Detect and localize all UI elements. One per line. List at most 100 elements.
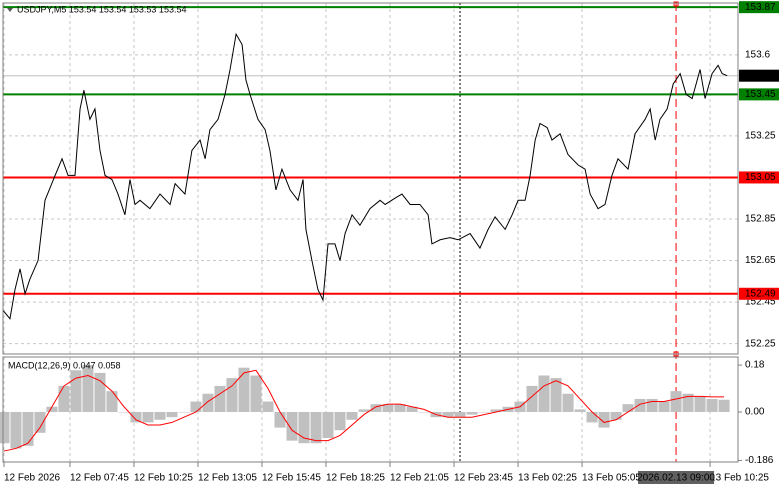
histogram-bar bbox=[130, 411, 142, 423]
histogram-bar bbox=[58, 385, 70, 412]
histogram-bar bbox=[22, 411, 34, 446]
histogram-bar bbox=[490, 409, 502, 412]
level-label: 153.05 bbox=[745, 172, 776, 183]
y-tick-label: 0.18 bbox=[745, 360, 765, 371]
histogram-bar bbox=[334, 411, 346, 431]
overlay-layer: 153.54 153.87 153.45 153.05 152.49 2026.02.13… bbox=[637, 1, 779, 484]
x-tick-label: 12 Feb 21:05 bbox=[390, 473, 449, 484]
histogram-bar bbox=[190, 401, 202, 412]
y-tick-label: 152.65 bbox=[745, 255, 776, 266]
histogram-bar bbox=[70, 370, 82, 412]
histogram-bar bbox=[670, 391, 682, 412]
histogram-bar bbox=[298, 411, 310, 444]
histogram-bar bbox=[142, 411, 154, 423]
histogram-bar bbox=[10, 411, 22, 449]
histogram-bar bbox=[250, 375, 262, 412]
histogram-bar bbox=[154, 411, 166, 420]
histogram-bar bbox=[598, 411, 610, 428]
x-tick-label: 12 Feb 10:25 bbox=[134, 473, 193, 484]
histogram-bar bbox=[382, 404, 394, 412]
histogram-bar bbox=[46, 406, 58, 412]
histogram-bar bbox=[82, 365, 94, 412]
symbol-title: USDJPY,M5 153.54 153.54 153.53 153.54 bbox=[17, 4, 186, 14]
histogram-bar bbox=[346, 411, 358, 420]
signal-line bbox=[3, 369, 725, 452]
y-tick-label: -0.186 bbox=[745, 455, 774, 466]
histogram-bar bbox=[0, 411, 10, 444]
histogram-bar bbox=[418, 411, 430, 413]
histogram-bar bbox=[586, 411, 598, 423]
histogram-bar bbox=[34, 411, 46, 433]
histogram-bar bbox=[538, 375, 550, 412]
histogram-bar bbox=[550, 378, 562, 412]
histogram-bar bbox=[358, 409, 370, 412]
marker-handle bbox=[673, 1, 679, 7]
y-tick-label: 0.00 bbox=[745, 407, 765, 418]
collapse-icon[interactable] bbox=[7, 8, 13, 12]
histogram-bar bbox=[94, 372, 106, 412]
histogram-bar bbox=[634, 398, 646, 412]
y-tick-label: 152.85 bbox=[745, 214, 776, 225]
histogram-bar bbox=[274, 411, 286, 428]
histogram-bar bbox=[262, 401, 274, 412]
x-tick-label: 13 Feb 02:25 bbox=[518, 473, 577, 484]
x-tick-label: 13 Feb 10:25 bbox=[710, 473, 769, 484]
histogram-bar bbox=[478, 411, 490, 413]
histogram-bar bbox=[106, 391, 118, 412]
histogram-bar bbox=[526, 385, 538, 412]
histogram-bar bbox=[694, 396, 706, 412]
y-tick-label: 152.45 bbox=[745, 297, 776, 308]
histogram-bar bbox=[706, 398, 718, 412]
y-tick-label: 152.25 bbox=[745, 338, 776, 349]
histogram-bar bbox=[286, 411, 298, 441]
histogram-bar bbox=[118, 411, 130, 413]
histogram-bar bbox=[178, 411, 190, 413]
histogram-bar bbox=[454, 411, 466, 418]
level-box bbox=[739, 287, 779, 300]
histogram-bar bbox=[166, 411, 178, 418]
histogram-bar bbox=[682, 393, 694, 412]
histogram-bar bbox=[226, 378, 238, 412]
x-tick-label: 12 Feb 13:05 bbox=[198, 473, 257, 484]
histogram-bar bbox=[442, 411, 454, 418]
price-line bbox=[2, 32, 728, 320]
histogram-bar bbox=[466, 411, 478, 415]
histogram-bar bbox=[202, 393, 214, 412]
y-tick-label: 153.25 bbox=[745, 131, 776, 142]
histogram-bar bbox=[574, 409, 586, 412]
histogram-bar bbox=[406, 406, 418, 412]
marker-time-label: 2026.02.13 09:00 bbox=[637, 473, 715, 484]
price-frame bbox=[2, 2, 739, 355]
data-layer bbox=[0, 3, 738, 462]
histogram-bar bbox=[322, 411, 334, 439]
histogram-bar bbox=[622, 404, 634, 412]
histogram-bar bbox=[238, 367, 250, 412]
histogram-bar bbox=[718, 399, 730, 412]
y-tick-label: 153.6 bbox=[745, 50, 770, 61]
grid-layer: 152.25 152.45 152.65 152.85 153.25 153.6 12 Fe… bbox=[3, 3, 776, 484]
x-tick-label: 12 Feb 07:45 bbox=[70, 473, 129, 484]
histogram-bar bbox=[394, 404, 406, 412]
level-box bbox=[739, 88, 779, 101]
level-label: 152.49 bbox=[745, 288, 776, 299]
histogram-bar bbox=[658, 401, 670, 412]
histogram-bar bbox=[610, 411, 622, 420]
macd-frame bbox=[2, 356, 739, 463]
histogram-bar bbox=[370, 404, 382, 412]
level-box bbox=[739, 1, 779, 14]
current-price-label: 153.54 bbox=[745, 70, 776, 81]
x-tick-label: 12 Feb 15:45 bbox=[262, 473, 321, 484]
x-tick-label: 13 Feb 05:05 bbox=[582, 473, 641, 484]
macd-title: MACD(12,26,9) 0.047 0.058 bbox=[8, 360, 121, 370]
x-tick-label: 12 Feb 2026 bbox=[4, 473, 61, 484]
level-box bbox=[739, 171, 779, 184]
x-tick-label: 12 Feb 23:45 bbox=[454, 473, 513, 484]
x-tick-label: 12 Feb 18:25 bbox=[326, 473, 385, 484]
level-label: 153.87 bbox=[745, 2, 776, 13]
histogram-bar bbox=[214, 385, 226, 412]
level-label: 153.45 bbox=[745, 89, 776, 100]
histogram-bar bbox=[310, 411, 322, 444]
marker-time-box bbox=[638, 471, 715, 484]
current-price-box bbox=[739, 69, 779, 82]
